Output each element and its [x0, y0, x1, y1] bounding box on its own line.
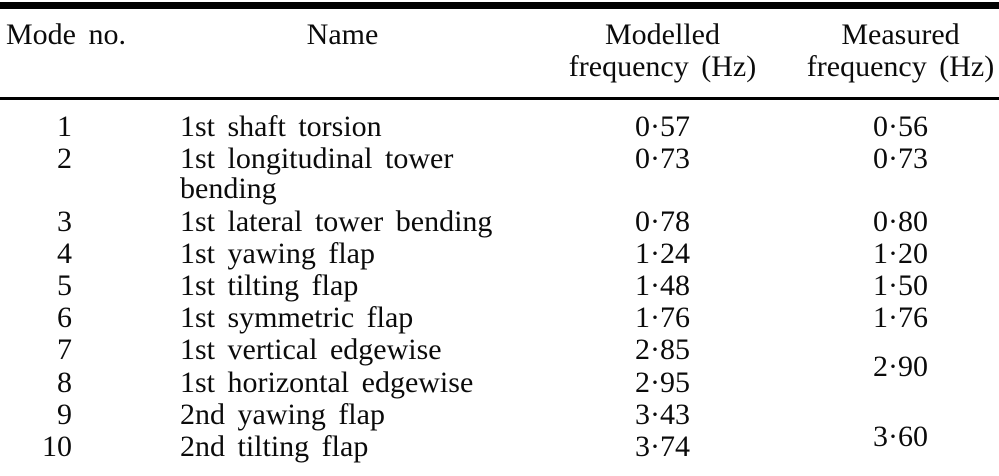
measured-frequency-cell: 1·50 [795, 270, 999, 302]
mode-no-cell: 2 [0, 143, 130, 205]
table-row: 7 1st vertical edgewise 2·85 2·90 [0, 334, 999, 366]
mode-no-cell: 10 [0, 431, 130, 476]
mode-no-cell: 1 [0, 99, 130, 144]
modelled-frequency-cell: 0·57 [555, 99, 795, 144]
mode-no-cell: 4 [0, 238, 130, 270]
measured-frequency-cell: 0·80 [795, 206, 999, 238]
mode-name-cell: 1st shaft torsion [130, 99, 555, 144]
header-row: Mode no. Name Modelled frequency (Hz) Me… [0, 6, 999, 99]
mode-no-cell: 9 [0, 399, 130, 431]
mode-name-cell: 1st tilting flap [130, 270, 555, 302]
mode-name-cell: 1st longitudinal tower bending [130, 143, 555, 205]
mode-name-cell: 2nd tilting flap [130, 431, 555, 476]
col-header-name: Name [130, 6, 555, 99]
table-row: 1 1st shaft torsion 0·57 0·56 [0, 99, 999, 144]
mode-name-cell: 1st vertical edgewise [130, 334, 555, 366]
measured-frequency-merged-cell: 2·90 [795, 334, 999, 398]
table-row: 5 1st tilting flap 1·48 1·50 [0, 270, 999, 302]
modelled-frequency-cell: 3·43 [555, 399, 795, 431]
measured-frequency-cell: 1·20 [795, 238, 999, 270]
modelled-frequency-cell: 2·95 [555, 367, 795, 399]
measured-frequency-cell: 1·76 [795, 302, 999, 334]
mode-no-cell: 6 [0, 302, 130, 334]
table-row: 2 1st longitudinal tower bending 0·73 0·… [0, 143, 999, 205]
table-body: 1 1st shaft torsion 0·57 0·56 2 1st long… [0, 99, 999, 476]
modelled-frequency-cell: 0·73 [555, 143, 795, 205]
mode-no-cell: 7 [0, 334, 130, 366]
measured-frequency-cell: 0·56 [795, 99, 999, 144]
mode-name-cell: 2nd yawing flap [130, 399, 555, 431]
mode-name-cell: 1st yawing flap [130, 238, 555, 270]
col-header-modelled-frequency: Modelled frequency (Hz) [555, 6, 795, 99]
modelled-frequency-cell: 1·24 [555, 238, 795, 270]
table-row: 6 1st symmetric flap 1·76 1·76 [0, 302, 999, 334]
modelled-frequency-cell: 1·76 [555, 302, 795, 334]
table-header: Mode no. Name Modelled frequency (Hz) Me… [0, 6, 999, 99]
modelled-frequency-cell: 0·78 [555, 206, 795, 238]
mode-no-cell: 3 [0, 206, 130, 238]
measured-frequency-cell: 0·73 [795, 143, 999, 205]
col-header-mode-no: Mode no. [0, 6, 130, 99]
mode-name-cell: 1st symmetric flap [130, 302, 555, 334]
modelled-frequency-cell: 2·85 [555, 334, 795, 366]
mode-name-cell: 1st horizontal edgewise [130, 367, 555, 399]
modelled-frequency-cell: 3·74 [555, 431, 795, 476]
col-header-measured-frequency: Measured frequency (Hz) [795, 6, 999, 99]
table-row: 9 2nd yawing flap 3·43 3·60 [0, 399, 999, 431]
table-row: 3 1st lateral tower bending 0·78 0·80 [0, 206, 999, 238]
measured-frequency-merged-cell: 3·60 [795, 399, 999, 476]
mode-name-cell: 1st lateral tower bending [130, 206, 555, 238]
mode-no-cell: 5 [0, 270, 130, 302]
modelled-frequency-cell: 1·48 [555, 270, 795, 302]
table-row: 4 1st yawing flap 1·24 1·20 [0, 238, 999, 270]
mode-no-cell: 8 [0, 367, 130, 399]
